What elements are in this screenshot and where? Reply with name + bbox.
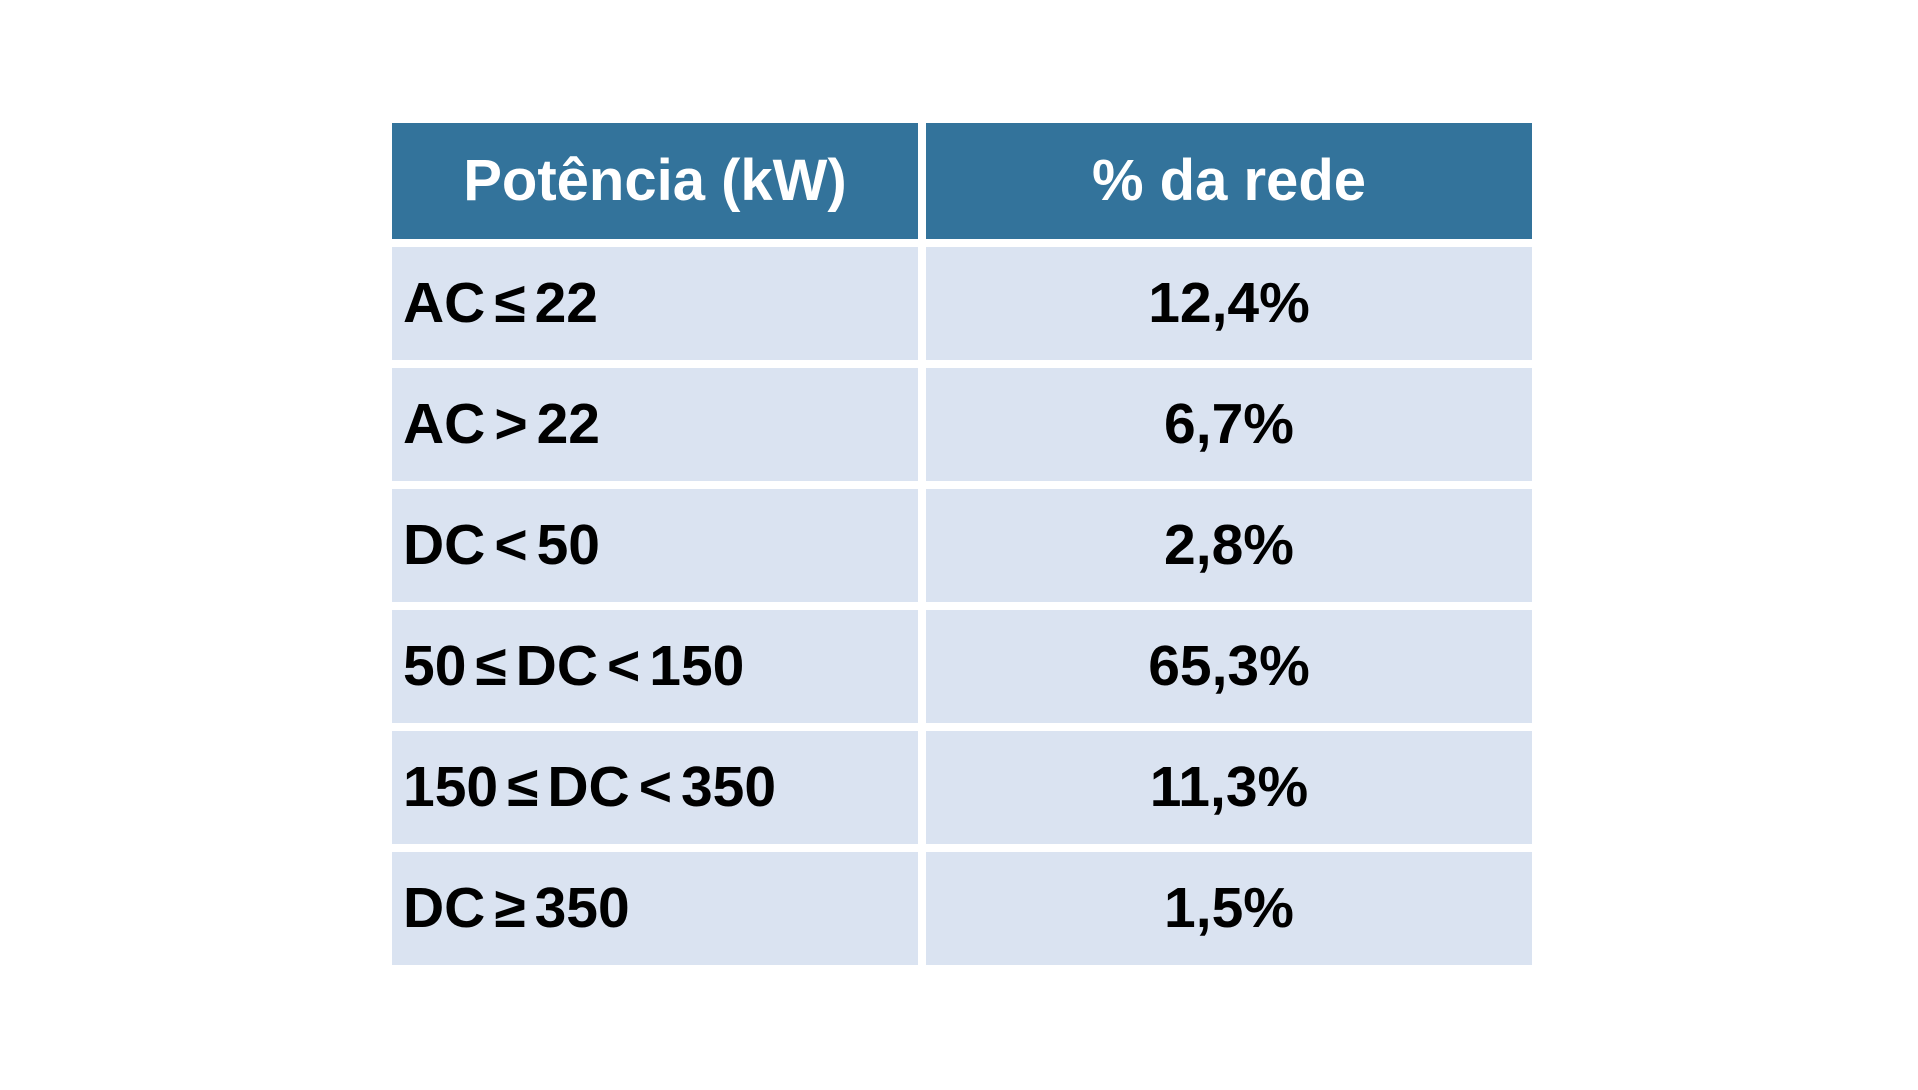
share-cell: 2,8% bbox=[926, 489, 1532, 602]
power-share-table: Potência (kW) % da rede AC ≤ 22 12,4% AC… bbox=[384, 115, 1540, 973]
share-cell: 11,3% bbox=[926, 731, 1532, 844]
table-row: AC ≤ 22 12,4% bbox=[392, 247, 1532, 360]
power-cell: DC ≥ 350 bbox=[392, 852, 918, 965]
share-cell: 1,5% bbox=[926, 852, 1532, 965]
power-cell: DC < 50 bbox=[392, 489, 918, 602]
share-cell: 65,3% bbox=[926, 610, 1532, 723]
table-header-row: Potência (kW) % da rede bbox=[392, 123, 1532, 239]
power-cell: 50 ≤ DC < 150 bbox=[392, 610, 918, 723]
share-cell: 12,4% bbox=[926, 247, 1532, 360]
table-row: 150 ≤ DC < 350 11,3% bbox=[392, 731, 1532, 844]
table-row: DC < 50 2,8% bbox=[392, 489, 1532, 602]
power-cell: 150 ≤ DC < 350 bbox=[392, 731, 918, 844]
share-cell: 6,7% bbox=[926, 368, 1532, 481]
header-cell-power: Potência (kW) bbox=[392, 123, 918, 239]
header-cell-share: % da rede bbox=[926, 123, 1532, 239]
table-row: 50 ≤ DC < 150 65,3% bbox=[392, 610, 1532, 723]
table-body: AC ≤ 22 12,4% AC > 22 6,7% DC < 50 2,8% … bbox=[392, 247, 1532, 965]
table-row: AC > 22 6,7% bbox=[392, 368, 1532, 481]
table-header: Potência (kW) % da rede bbox=[392, 123, 1532, 239]
table-row: DC ≥ 350 1,5% bbox=[392, 852, 1532, 965]
power-cell: AC ≤ 22 bbox=[392, 247, 918, 360]
power-cell: AC > 22 bbox=[392, 368, 918, 481]
